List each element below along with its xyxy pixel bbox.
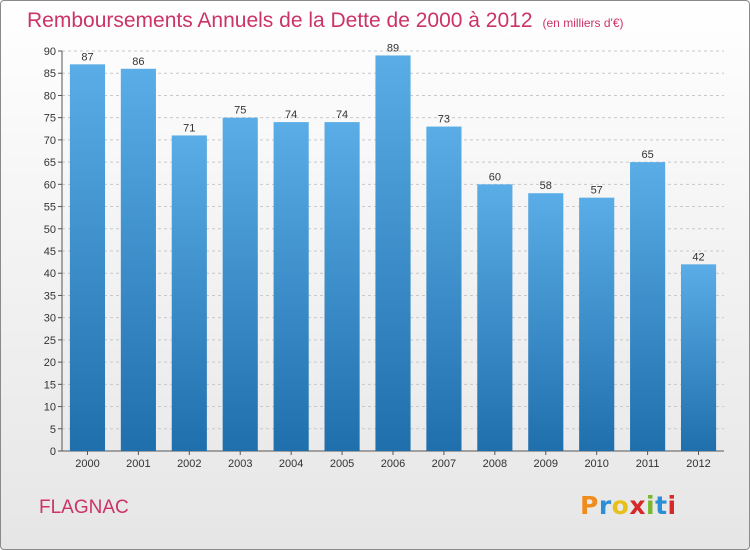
commune-name: FLAGNAC <box>39 497 129 518</box>
data-label: 57 <box>591 185 603 197</box>
data-label: 42 <box>692 251 704 263</box>
y-tick-label: 75 <box>44 113 56 125</box>
data-label: 86 <box>132 56 144 68</box>
x-tick-label: 2005 <box>330 458 354 470</box>
chart-title: Remboursements Annuels de la Dette de 20… <box>27 9 624 33</box>
bar <box>120 68 156 452</box>
x-tick-label: 2009 <box>534 458 558 470</box>
chart-title-text: Remboursements Annuels de la Dette de 20… <box>27 9 533 32</box>
y-tick-label: 20 <box>44 357 56 369</box>
y-tick-label: 65 <box>44 157 56 169</box>
bar <box>426 126 462 452</box>
logo-letter: P <box>580 491 599 520</box>
x-tick-label: 2011 <box>636 458 660 470</box>
y-tick-label: 10 <box>44 402 56 414</box>
data-label: 75 <box>234 105 246 117</box>
bar <box>222 117 258 452</box>
data-label: 74 <box>285 109 297 121</box>
logo-letter: t <box>655 491 668 520</box>
data-label: 89 <box>387 42 399 54</box>
x-tick-label: 2006 <box>381 458 405 470</box>
bar <box>69 64 106 452</box>
x-tick-label: 2001 <box>126 458 150 470</box>
x-tick-label: 2008 <box>483 458 507 470</box>
bar <box>680 264 717 451</box>
x-tick-label: 2002 <box>177 458 201 470</box>
data-label: 58 <box>540 180 552 192</box>
y-tick-label: 85 <box>44 68 56 80</box>
bar <box>528 193 564 451</box>
x-tick-label: 2012 <box>686 458 710 470</box>
y-tick-label: 55 <box>44 202 56 214</box>
y-tick-label: 80 <box>44 90 56 102</box>
y-tick-label: 0 <box>50 446 56 458</box>
y-tick-label: 50 <box>44 224 56 236</box>
x-tick-label: 2000 <box>75 458 99 470</box>
y-tick-label: 45 <box>44 246 56 258</box>
chart-unit-label: (en milliers d'€) <box>542 16 624 30</box>
x-tick-label: 2007 <box>432 458 456 470</box>
bar <box>579 197 615 451</box>
bar <box>630 162 666 451</box>
data-label: 65 <box>641 149 653 161</box>
data-label: 74 <box>336 109 348 121</box>
bar <box>375 55 411 451</box>
bar <box>477 184 513 452</box>
data-label: 71 <box>183 122 195 134</box>
data-label: 87 <box>81 51 93 63</box>
y-tick-label: 35 <box>44 290 56 302</box>
y-tick-label: 30 <box>44 313 56 325</box>
proxiti-logo: Proxiti <box>580 491 677 520</box>
data-label: 60 <box>489 171 501 183</box>
y-tick-label: 25 <box>44 335 56 347</box>
data-label: 73 <box>438 114 450 126</box>
x-tick-label: 2004 <box>279 458 303 470</box>
x-tick-label: 2010 <box>584 458 608 470</box>
y-tick-label: 90 <box>44 46 56 58</box>
logo-letter: i <box>646 491 656 520</box>
y-tick-label: 5 <box>50 424 56 436</box>
bar <box>171 135 207 451</box>
logo-letter: i <box>667 491 677 520</box>
logo-letter: o <box>611 491 630 520</box>
logo-letter: r <box>598 491 612 520</box>
y-tick-label: 70 <box>44 135 56 147</box>
y-tick-label: 15 <box>44 379 56 391</box>
y-tick-label: 40 <box>44 268 56 280</box>
bar <box>324 122 360 451</box>
y-tick-label: 60 <box>44 179 56 191</box>
x-tick-label: 2003 <box>228 458 252 470</box>
bar <box>273 122 309 451</box>
logo-letter: x <box>629 491 646 520</box>
